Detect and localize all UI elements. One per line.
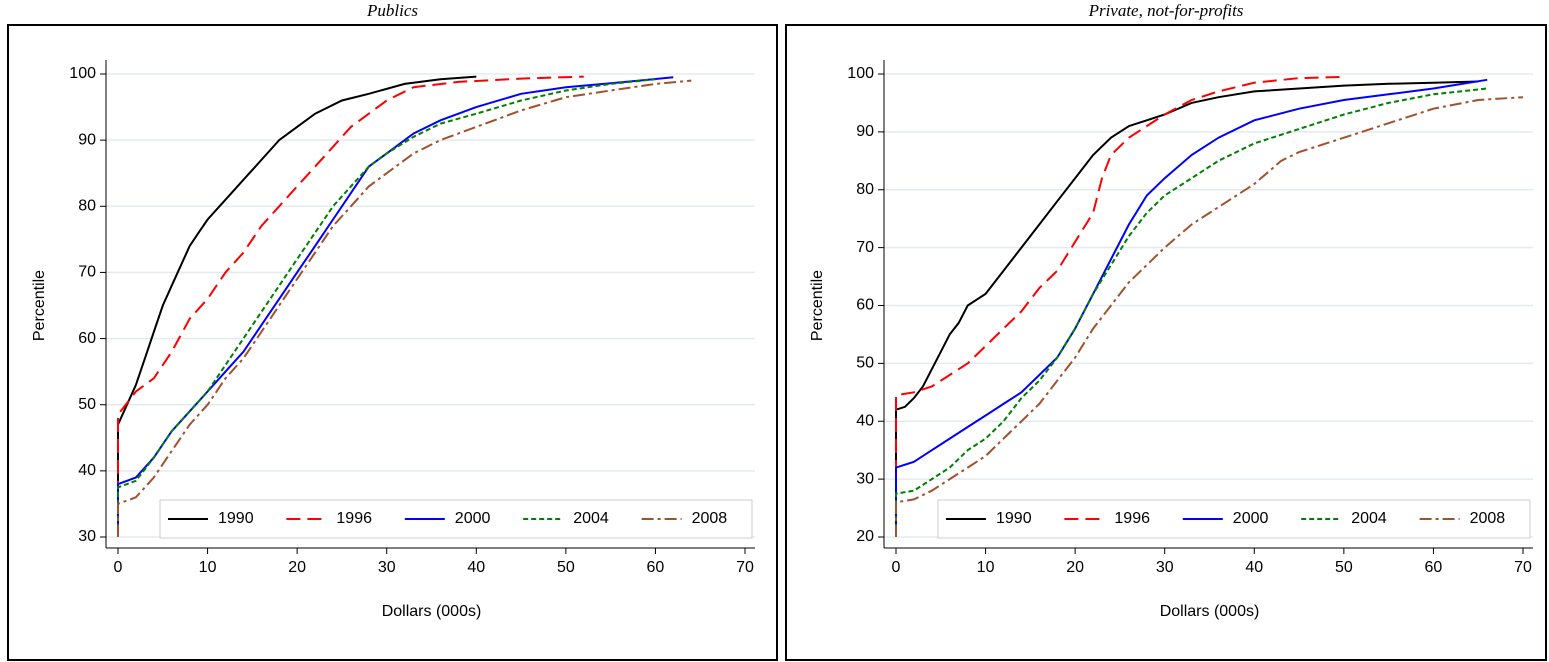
series-line	[895, 96, 1524, 537]
legend-label: 1990	[996, 510, 1032, 527]
panel-frame	[7, 24, 778, 661]
y-tick-label: 100	[847, 65, 874, 82]
x-tick-label: 10	[977, 559, 995, 576]
x-tick-label: 70	[1514, 559, 1532, 576]
y-tick-label: 50	[78, 396, 96, 413]
x-tick-label: 0	[114, 559, 123, 576]
x-tick-label: 50	[1335, 559, 1353, 576]
series-line	[895, 87, 1488, 537]
y-tick-label: 90	[856, 123, 874, 140]
panel-frame	[785, 24, 1547, 661]
y-tick-label: 80	[78, 198, 96, 215]
x-tick-label: 70	[736, 559, 754, 576]
legend-label: 2008	[1470, 510, 1506, 527]
series-line	[117, 78, 656, 537]
legend-label: 2004	[573, 510, 609, 527]
panel-title: Publics	[366, 1, 418, 20]
x-tick-label: 30	[1156, 559, 1174, 576]
x-tick-label: 60	[1425, 559, 1443, 576]
x-tick-label: 20	[288, 559, 306, 576]
x-tick-label: 0	[892, 559, 901, 576]
y-tick-label: 70	[78, 264, 96, 281]
legend-label: 2000	[1233, 510, 1269, 527]
y-tick-label: 100	[69, 65, 96, 82]
legend-label: 1990	[218, 510, 254, 527]
legend-label: 2008	[692, 510, 728, 527]
series-line	[895, 78, 1488, 537]
y-tick-label: 70	[856, 239, 874, 256]
y-tick-label: 80	[856, 181, 874, 198]
x-tick-label: 40	[1245, 559, 1263, 576]
series-line	[117, 75, 477, 537]
series-line	[117, 79, 692, 537]
series-line	[117, 75, 584, 537]
y-tick-label: 40	[856, 412, 874, 429]
y-axis-label: Percentile	[31, 270, 48, 341]
x-tick-label: 10	[199, 559, 217, 576]
y-tick-label: 30	[856, 470, 874, 487]
series-line	[895, 75, 1344, 537]
y-tick-label: 50	[856, 355, 874, 372]
x-tick-label: 50	[557, 559, 575, 576]
legend-label: 2000	[455, 510, 491, 527]
series-line	[895, 80, 1479, 537]
x-axis-label: Dollars (000s)	[1160, 603, 1260, 620]
y-axis-label: Percentile	[809, 270, 826, 341]
legend-label: 2004	[1351, 510, 1387, 527]
x-tick-label: 20	[1066, 559, 1084, 576]
legend-label: 1996	[1114, 510, 1150, 527]
y-tick-label: 20	[856, 528, 874, 545]
y-tick-label: 40	[78, 462, 96, 479]
y-tick-label: 60	[78, 330, 96, 347]
x-axis-label: Dollars (000s)	[382, 603, 482, 620]
y-tick-label: 90	[78, 131, 96, 148]
x-tick-label: 30	[378, 559, 396, 576]
x-tick-label: 60	[647, 559, 665, 576]
x-tick-label: 40	[467, 559, 485, 576]
y-tick-label: 30	[78, 528, 96, 545]
panel-title: Private, not-for-profits	[1088, 1, 1244, 20]
y-tick-label: 60	[856, 297, 874, 314]
legend-label: 1996	[336, 510, 372, 527]
